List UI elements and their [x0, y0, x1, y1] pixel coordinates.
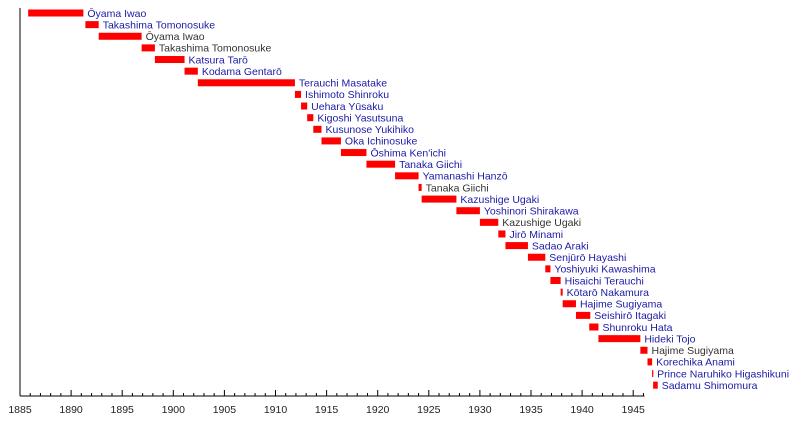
minister-label[interactable]: Uehara Yūsaku — [311, 101, 383, 113]
x-tick-label: 1900 — [162, 404, 186, 416]
term-bar — [598, 335, 641, 343]
minister-label[interactable]: Shunroku Hata — [602, 322, 672, 334]
minister-label[interactable]: Yamanashi Hanzō — [423, 171, 508, 183]
minister-label[interactable]: Terauchi Masatake — [299, 78, 387, 90]
term-bar — [85, 21, 99, 29]
minister-label[interactable]: Ishimoto Shinroku — [305, 89, 389, 101]
term-bar — [560, 288, 563, 296]
term-bar — [640, 346, 648, 354]
minister-label[interactable]: Oka Ichinosuke — [345, 136, 418, 148]
minister-label[interactable]: Ōshima Ken'ichi — [370, 147, 446, 159]
x-axis: 1885 1890 1895 1900 1905 1910 1915 1920 1925 1930… — [8, 8, 645, 416]
minister-label[interactable]: Yoshiyuki Kawashima — [554, 264, 655, 276]
minister-label[interactable]: Kōtarō Nakamura — [567, 287, 649, 299]
term-bar — [575, 311, 591, 319]
term-bar — [184, 67, 198, 75]
term-bar — [366, 160, 396, 168]
minister-label[interactable]: Senjūrō Hayashi — [549, 252, 626, 264]
x-tick-label: 1940 — [570, 404, 594, 416]
term-bar — [653, 381, 658, 389]
term-bar — [294, 90, 302, 98]
term-bar — [589, 323, 599, 331]
minister-label[interactable]: Kusunose Yukihiko — [325, 124, 414, 136]
term-bar — [307, 114, 314, 122]
term-bar — [479, 218, 499, 226]
term-bar — [456, 207, 480, 215]
term-bar — [647, 358, 653, 366]
term-bar — [418, 183, 422, 191]
x-tick-label: 1925 — [417, 404, 441, 416]
x-tick-label: 1945 — [622, 404, 646, 416]
minister-label[interactable]: Kodama Gentarō — [202, 66, 282, 78]
minister-label[interactable]: Tanaka Giichi — [399, 159, 462, 171]
term-bar — [28, 9, 84, 17]
x-tick-label: 1915 — [315, 404, 339, 416]
term-bar — [313, 125, 322, 133]
x-tick-label: 1935 — [519, 404, 543, 416]
x-tick-label: 1920 — [366, 404, 390, 416]
minister-label[interactable]: Yoshinori Shirakawa — [484, 206, 579, 218]
term-bar — [550, 276, 561, 284]
term-bar — [505, 242, 528, 250]
minister-label[interactable]: Kigoshi Yasutsuna — [317, 112, 403, 124]
minister-label[interactable]: Katsura Tarō — [189, 54, 248, 66]
x-tick-label: 1885 — [8, 404, 32, 416]
term-bar — [141, 44, 155, 52]
minister-label[interactable]: Ōyama Iwao — [87, 8, 146, 20]
term-bar — [498, 230, 506, 238]
minister-label[interactable]: Kazushige Ugaki — [460, 194, 539, 206]
minister-label[interactable]: Prince Naruhiko Higashikuni — [657, 368, 789, 380]
term-bar — [395, 172, 419, 180]
term-bar — [98, 32, 142, 40]
term-bar — [301, 102, 308, 110]
minister-label[interactable]: Hideki Tojo — [644, 333, 695, 345]
minister-label[interactable]: Takashima Tomonosuke — [103, 19, 216, 31]
bars-layer — [28, 9, 658, 389]
term-bar — [652, 370, 654, 378]
minister-label[interactable]: Korechika Anami — [656, 357, 735, 369]
term-bar — [154, 56, 185, 64]
minister-label: Takashima Tomonosuke — [159, 43, 272, 55]
x-tick-label: 1895 — [111, 404, 135, 416]
x-tick-label: 1910 — [264, 404, 288, 416]
minister-label[interactable]: Sadao Araki — [532, 240, 589, 252]
x-tick-label: 1905 — [213, 404, 237, 416]
term-bar — [545, 265, 551, 273]
minister-label[interactable]: Seishirō Itagaki — [594, 310, 666, 322]
term-bar — [197, 79, 295, 87]
minister-label[interactable]: Sadamu Shimomura — [662, 380, 758, 392]
minister-label: Hajime Sugiyama — [652, 345, 734, 357]
term-bar — [527, 253, 546, 261]
term-bar — [321, 137, 341, 145]
minister-label: Ōyama Iwao — [146, 31, 205, 43]
minister-label: Kazushige Ugaki — [502, 217, 581, 229]
term-bar — [340, 149, 367, 157]
minister-label[interactable]: Jirō Minami — [509, 229, 563, 241]
term-bar — [421, 195, 457, 203]
minister-label[interactable]: Hajime Sugiyama — [580, 299, 662, 311]
x-tick-label: 1930 — [468, 404, 492, 416]
minister-label: Tanaka Giichi — [426, 182, 489, 194]
x-tick-label: 1890 — [59, 404, 83, 416]
term-bar — [562, 300, 576, 308]
minister-label[interactable]: Hisaichi Terauchi — [565, 275, 644, 287]
